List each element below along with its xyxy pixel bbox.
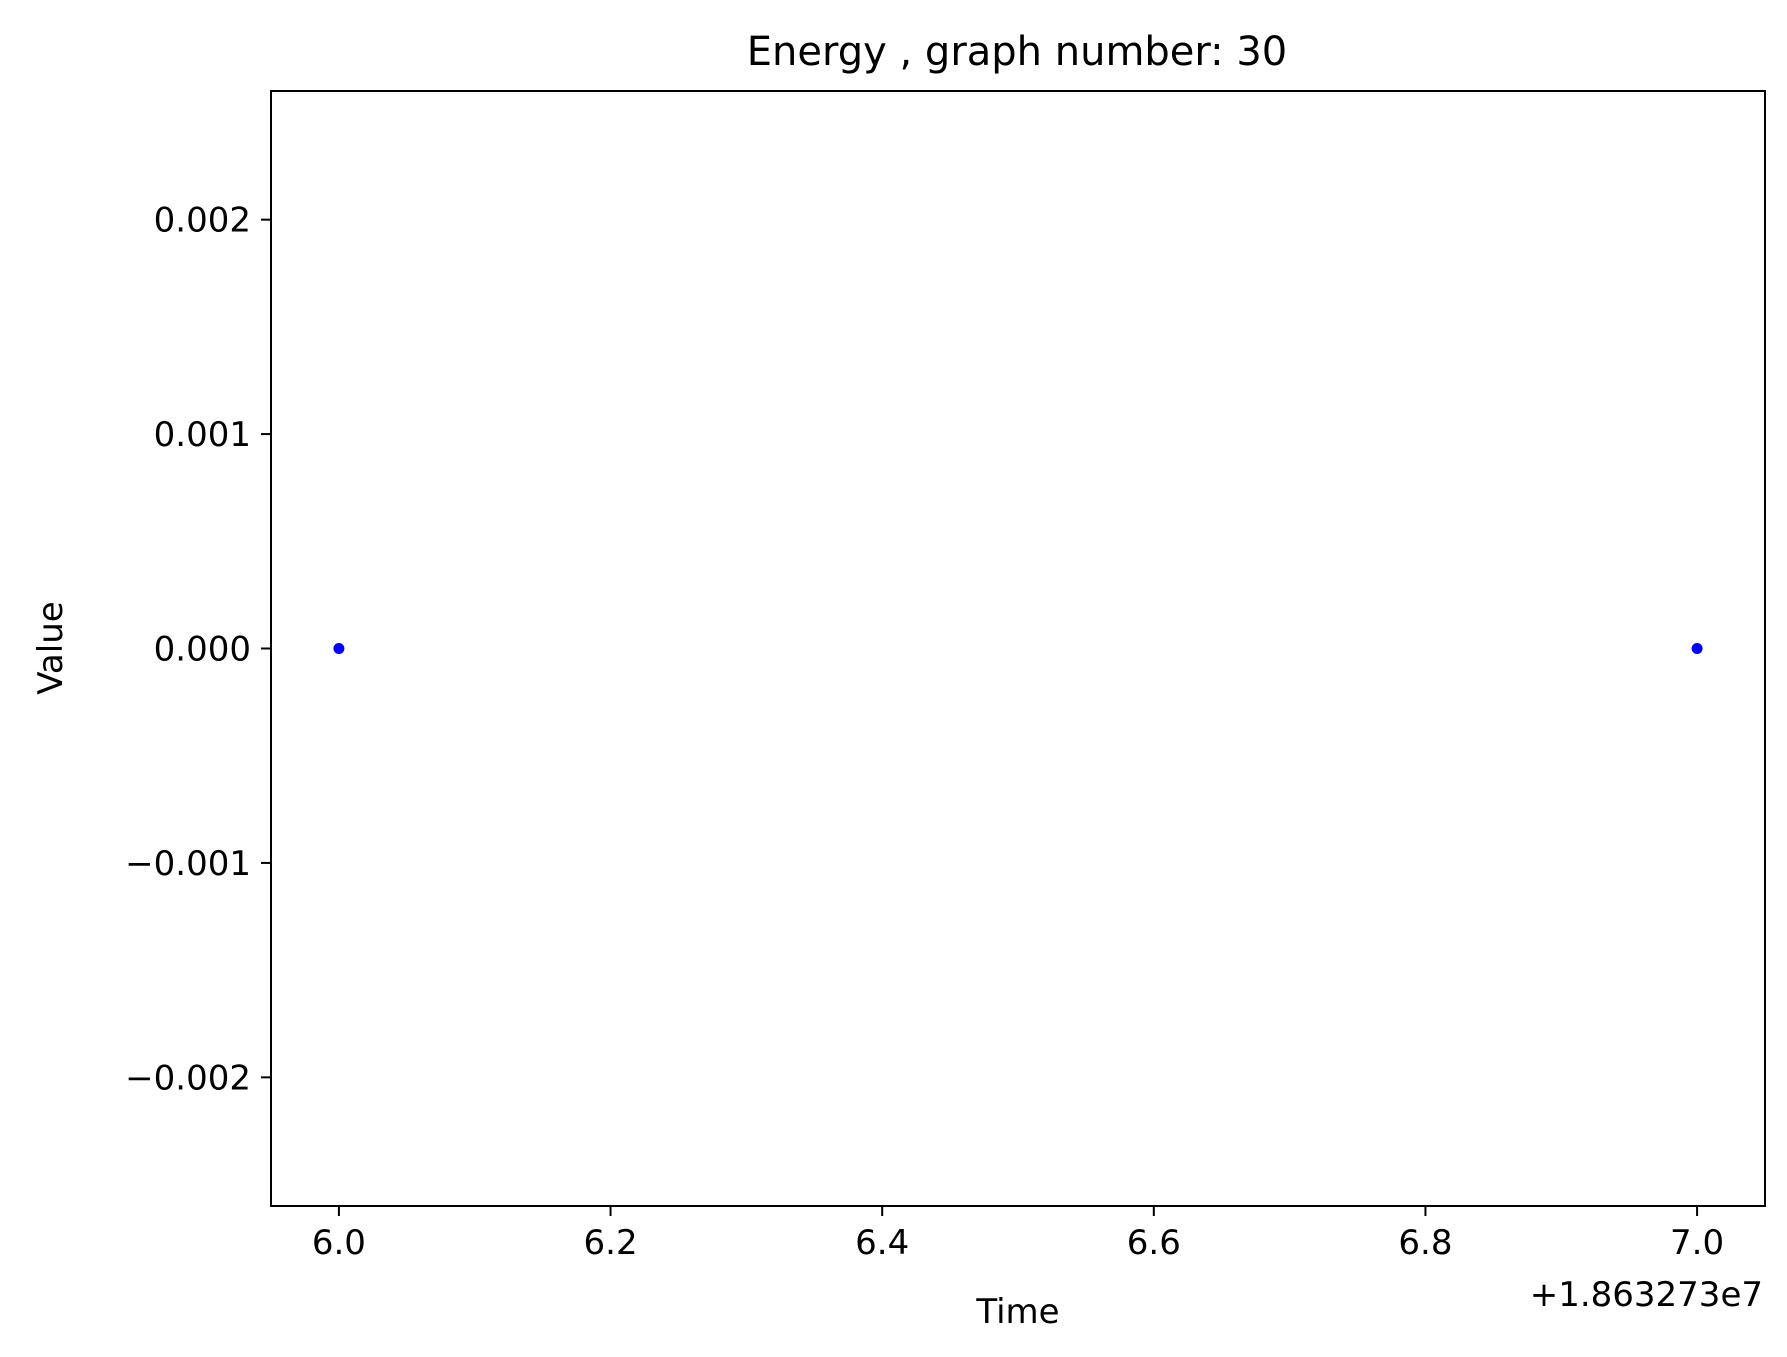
x-tick-label: 6.2 [584, 1223, 638, 1263]
chart-title: Energy , graph number: 30 [747, 29, 1288, 75]
x-tick-label: 6.0 [312, 1223, 366, 1263]
y-tick-label: 0.001 [154, 415, 251, 455]
x-tick-label: 6.8 [1398, 1223, 1452, 1263]
y-tick-label: 0.000 [154, 630, 251, 670]
data-point [1691, 643, 1703, 654]
y-axis-label: Value [31, 601, 71, 694]
data-points [333, 643, 1703, 654]
x-axis-label: Time [975, 1292, 1059, 1332]
y-tick-label: −0.001 [125, 844, 251, 884]
x-tick-label: 7.0 [1670, 1223, 1724, 1263]
x-tick-label: 6.6 [1127, 1223, 1181, 1263]
y-tick-label: 0.002 [154, 201, 251, 241]
x-offset-label: +1.863273e7 [1530, 1275, 1763, 1315]
plot-area [270, 90, 1766, 1207]
x-tick-label: 6.4 [855, 1223, 909, 1263]
x-axis: 6.0 6.2 6.4 6.6 6.8 7.0 [312, 1206, 1724, 1263]
y-axis: 0.002 0.001 0.000 −0.001 −0.002 [125, 201, 271, 1098]
data-point [333, 643, 345, 654]
y-tick-label: −0.002 [125, 1058, 251, 1098]
